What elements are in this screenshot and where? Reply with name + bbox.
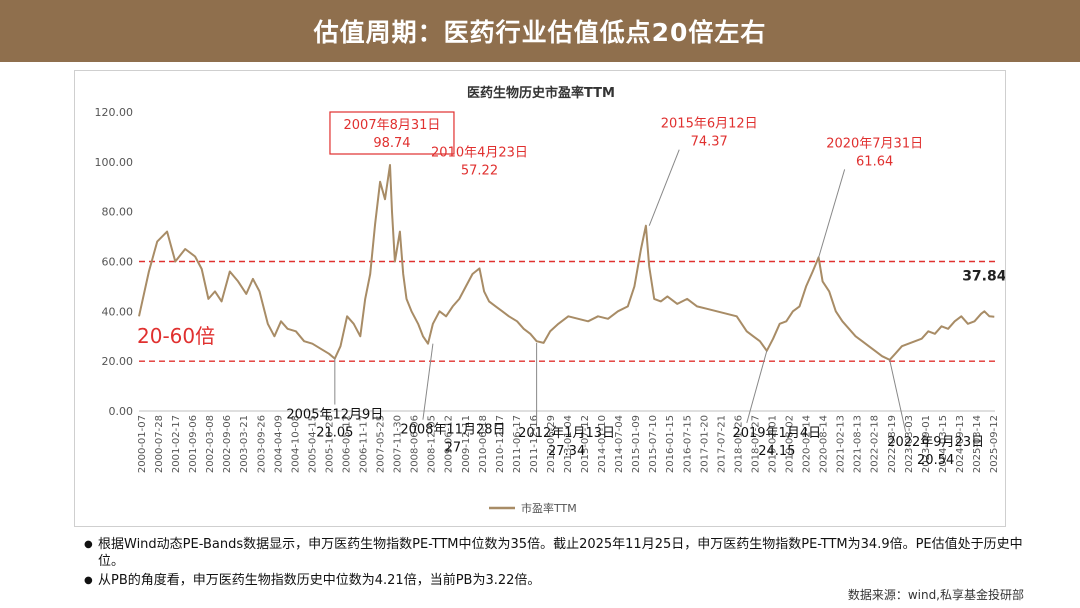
x-tick-label: 2010-12-17 [495,415,506,473]
annotation-value: 57.22 [461,163,498,178]
y-tick-label: 80.00 [102,206,134,219]
x-tick-label: 2000-01-07 [137,415,148,473]
x-tick-label: 2007-05-25 [376,415,387,473]
x-tick-label: 2006-05-12 [341,415,352,473]
x-tick-label: 2002-03-08 [205,415,216,473]
data-source: 数据来源：wind,私享基金投研部 [847,588,1024,602]
x-tick-label: 2000-07-28 [154,415,165,473]
annotation-date: 2005年12月9日 [286,408,383,423]
annotation-date: 2020年7月31日 [826,136,923,151]
x-tick-label: 2014-07-04 [614,415,625,473]
chart-title: 医药生物历史市盈率TTM [467,85,615,101]
band-label: 20-60倍 [137,324,215,348]
x-tick-label: 2024-09-13 [955,415,966,473]
note-item: 从PB的角度看，申万医药生物指数历史中位数为4.21倍，当前PB为3.22倍。 [84,572,1024,589]
x-tick-label: 2015-01-09 [631,415,642,473]
y-tick-label: 20.00 [102,355,134,368]
x-tick-label: 2017-01-20 [699,415,710,473]
x-tick-label: 2003-03-21 [239,415,250,473]
x-tick-label: 2020-02-14 [802,415,813,473]
x-tick-label: 2023-03-03 [904,415,915,473]
legend-label: 市盈率TTM [521,501,577,515]
x-tick-label: 2009-12-11 [461,415,472,473]
x-tick-label: 2019-08-02 [785,415,796,473]
x-tick-label: 2012-06-29 [546,415,557,473]
x-tick-label: 2022-02-18 [870,415,881,473]
y-tick-label: 120.00 [95,106,134,119]
x-tick-label: 2018-07-27 [750,415,761,473]
y-tick-label: 0.00 [109,405,134,418]
x-tick-label: 2024-03-15 [938,415,949,473]
x-tick-label: 2001-02-17 [171,415,182,473]
page-title: 估值周期：医药行业估值低点20倍左右 [313,18,767,47]
x-tick-label: 2007-11-30 [393,415,404,473]
x-tick-label: 2023-09-01 [921,415,932,473]
annotation-leader [818,169,846,258]
x-tick-label: 2001-09-06 [188,415,199,473]
annotation-value: 98.74 [373,136,410,151]
x-tick-label: 2025-03-14 [972,415,983,473]
annotation-date: 2007年8月31日 [344,118,441,133]
annotation-date: 2015年6月12日 [661,117,758,132]
annotation-value: 21.05 [316,426,353,441]
x-tick-label: 2008-12-05 [427,415,438,473]
note-item: 根据Wind动态PE-Bands数据显示，申万医药生物指数PE-TTM中位数为3… [84,536,1024,570]
x-tick-label: 2017-07-21 [716,415,727,473]
annotation-date: 2022年9月23日 [887,435,984,450]
x-tick-label: 2013-01-04 [563,415,574,473]
notes: 根据Wind动态PE-Bands数据显示，申万医药生物指数PE-TTM中位数为3… [84,536,1024,591]
x-tick-label: 2011-06-17 [512,415,523,473]
annotation-value: 24.15 [758,444,795,459]
x-tick-label: 2004-04-09 [273,415,284,473]
y-tick-label: 100.00 [95,156,134,169]
x-tick-label: 2021-08-13 [853,415,864,473]
annotation-value: 74.37 [691,135,728,150]
annotation-value: 27.34 [548,444,585,459]
x-tick-label: 2020-08-14 [819,415,830,473]
x-tick-label: 2013-07-12 [580,415,591,473]
annotation-date: 2008年11月28日 [400,423,505,438]
annotation-leader [746,350,768,423]
x-tick-label: 2011-12-16 [529,415,540,473]
x-tick-label: 2010-06-18 [478,415,489,473]
annotation-value: 20.54 [917,453,954,468]
x-tick-label: 2016-07-15 [682,415,693,473]
x-tick-label: 2003-09-26 [256,415,267,473]
annotation-box [329,111,455,155]
x-tick-label: 2014-01-10 [597,415,608,473]
annotation-value: 61.64 [856,154,893,169]
x-tick-label: 2021-02-13 [836,415,847,473]
annotation-leader [648,149,680,226]
x-tick-label: 2016-01-15 [665,415,676,473]
y-tick-label: 60.00 [102,256,134,269]
y-tick-label: 40.00 [102,305,134,318]
x-tick-label: 2018-01-26 [733,415,744,473]
annotation-date: 2010年4月23日 [431,145,528,160]
x-tick-label: 2025-09-12 [989,415,1000,473]
x-tick-label: 2005-10-28 [324,415,335,473]
x-tick-label: 2006-11-17 [359,415,370,473]
annotation-leader [422,343,434,420]
chart-container: 医药生物历史市盈率TTM 0.00 20.00 40.00 60.00 80.00 100… [74,70,1006,527]
x-tick-label: 2019-02-01 [767,415,778,473]
annotation-value: 27 [445,441,462,456]
annotation-leader [889,359,907,432]
x-tick-label: 2005-04-15 [307,415,318,473]
x-tick-label: 2008-06-06 [410,415,421,473]
annotation-date: 2012年1月13日 [518,426,615,441]
annotation-value: 37.84 [962,269,1005,285]
pe-ttm-chart: 医药生物历史市盈率TTM 0.00 20.00 40.00 60.00 80.00 100… [95,85,1006,515]
x-tick-label: 2015-07-10 [648,415,659,473]
x-tick-label: 2009-06-12 [444,415,455,473]
annotation-date: 2019年1月4日 [732,426,821,441]
x-tick-label: 2004-10-08 [290,415,301,473]
header-bar: 估值周期：医药行业估值低点20倍左右 [0,0,1080,62]
x-tick-label: 2002-09-06 [222,415,233,473]
x-tick-label: 2022-08-19 [887,415,898,473]
series-line [138,164,995,361]
